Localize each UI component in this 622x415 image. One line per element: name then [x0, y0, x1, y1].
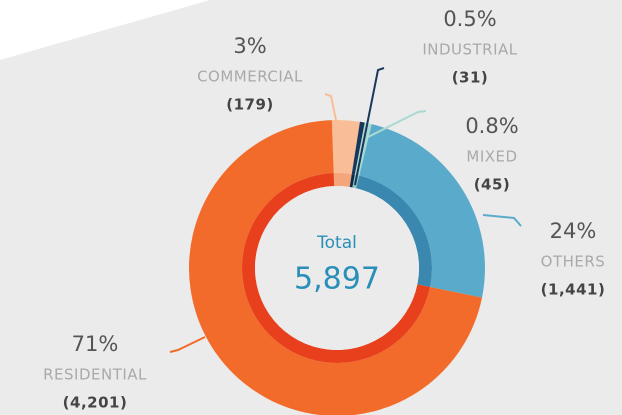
- value-label: (45): [474, 176, 511, 194]
- slice-inner: [349, 174, 355, 188]
- slice-inner: [333, 173, 352, 187]
- percentage-label: 71%: [72, 332, 119, 356]
- value-label: (1,441): [541, 281, 606, 299]
- category-label: MIXED: [466, 148, 517, 166]
- slice: [359, 124, 485, 298]
- leader-line: [365, 110, 427, 139]
- value-label: (31): [452, 69, 489, 87]
- category-label: COMMERCIAL: [197, 68, 303, 86]
- labels: 3% COMMERCIAL (179) 0.5% INDUSTRIAL (31) 0.8% M…: [43, 7, 605, 412]
- slice: [331, 119, 360, 175]
- percentage-label: 0.8%: [465, 114, 518, 138]
- slice: [351, 121, 365, 175]
- leader-line: [482, 214, 522, 227]
- background-accent: [0, 0, 210, 60]
- category-label: INDUSTRIAL: [422, 41, 517, 59]
- leader-line: [354, 67, 385, 186]
- donut-hole: [255, 186, 419, 350]
- category-label: RESIDENTIAL: [43, 366, 147, 384]
- value-label: (4,201): [63, 394, 128, 412]
- slice-inner: [356, 175, 433, 288]
- category-label: OTHERS: [541, 253, 606, 271]
- leader-line: [324, 93, 337, 121]
- percentage-label: 0.5%: [443, 7, 496, 31]
- donut: [189, 119, 485, 415]
- total-title: Total: [316, 233, 357, 253]
- value-label: (179): [226, 96, 274, 114]
- percentage-label: 24%: [550, 219, 597, 243]
- slice: [189, 120, 483, 415]
- percentage-label: 3%: [233, 34, 266, 58]
- leader-line: [169, 336, 206, 353]
- total-value: 5,897: [294, 262, 380, 297]
